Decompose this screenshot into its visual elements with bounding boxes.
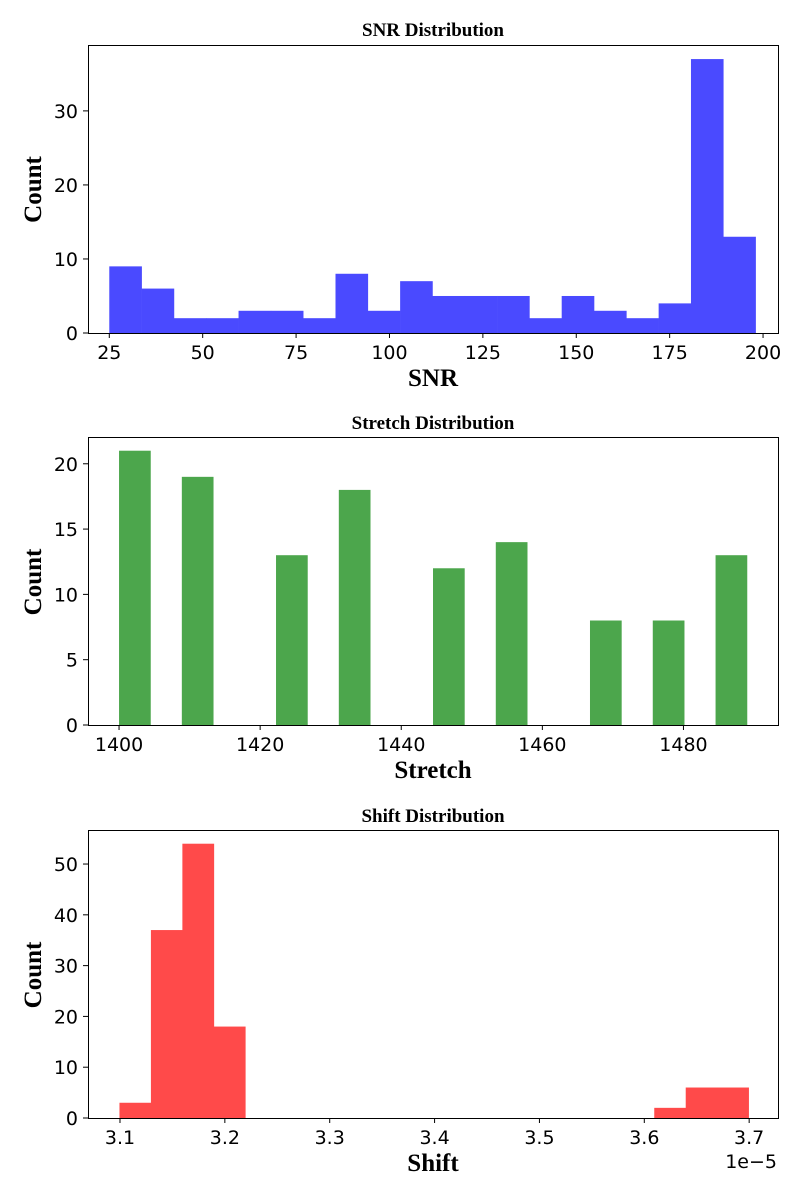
y-tick-label: 20 <box>54 1006 78 1028</box>
histogram-bar <box>594 310 627 333</box>
plot-frame <box>88 437 779 726</box>
x-tick-label: 1400 <box>95 734 143 756</box>
histogram-bar <box>119 1102 152 1118</box>
histogram-bar <box>723 236 756 333</box>
y-tick-label: 0 <box>66 323 78 345</box>
histogram-bar <box>652 620 685 725</box>
histogram-bar <box>238 310 272 333</box>
y-tick-label: 20 <box>54 454 78 476</box>
shift-histogram-panel: Shift Distribution 3.1 3.2 3.3 3.4 3.5 3.6 3.7… <box>20 806 779 1177</box>
histogram-bar <box>658 303 692 333</box>
y-tick-label: 10 <box>54 1057 78 1079</box>
x-tick-label: 3.1 <box>105 1127 135 1149</box>
histogram-bar <box>589 620 622 725</box>
y-tick-label: 30 <box>54 956 78 978</box>
y-tick-label: 40 <box>54 905 78 927</box>
histogram-bar <box>181 476 214 725</box>
y-tick-label: 20 <box>54 175 78 197</box>
plot-frame <box>88 45 779 334</box>
x-tick-label: 1420 <box>236 734 284 756</box>
x-tick-label: 125 <box>465 342 501 364</box>
y-tick-label: 10 <box>54 584 78 606</box>
histogram-bar <box>182 843 215 1118</box>
x-tick-label: 3.2 <box>210 1127 240 1149</box>
histogram-bar <box>206 318 239 333</box>
histogram-bar <box>150 930 183 1118</box>
y-tick-label: 30 <box>54 101 78 123</box>
x-tick-label: 1460 <box>518 734 566 756</box>
x-tick-label: 25 <box>97 342 121 364</box>
histogram-bar <box>400 281 433 333</box>
y-tick-label: 50 <box>54 854 78 876</box>
x-tick-label: 100 <box>371 342 407 364</box>
x-tick-label: 150 <box>558 342 594 364</box>
y-tick-label: 0 <box>66 1108 78 1130</box>
histogram-bar <box>464 295 498 333</box>
y-tick-label: 10 <box>54 249 78 271</box>
histogram-bar <box>626 318 659 333</box>
x-tick-label: 3.3 <box>315 1127 345 1149</box>
bars <box>119 450 748 725</box>
chart-title: Stretch Distribution <box>352 413 515 434</box>
histogram-bar <box>109 266 142 333</box>
chart-title: Shift Distribution <box>361 806 504 827</box>
x-tick-label: 3.5 <box>524 1127 554 1149</box>
x-tick-label: 75 <box>284 342 308 364</box>
x-axis-label: Stretch <box>394 757 471 784</box>
histogram-bar <box>213 1026 246 1118</box>
x-axis-label: SNR <box>408 365 459 392</box>
y-tick-label: 0 <box>66 715 78 737</box>
y-axis-label: Count <box>20 941 47 1008</box>
histogram-bar <box>141 288 175 333</box>
plot-frame <box>88 830 779 1119</box>
bars <box>109 59 756 333</box>
histogram-bar <box>276 555 308 725</box>
x-tick-label: 50 <box>191 342 215 364</box>
y-axis-label: Count <box>20 155 47 222</box>
histogram-bar <box>685 1087 718 1118</box>
histogram-bar <box>338 489 371 725</box>
histogram-bar <box>303 318 336 333</box>
histogram-bar <box>717 1087 749 1118</box>
y-tick-label: 15 <box>54 519 78 541</box>
x-axis-offset-label: 1e−5 <box>725 1151 777 1173</box>
histogram-bar <box>529 318 562 333</box>
x-tick-label: 3.4 <box>419 1127 449 1149</box>
tick-labels: 25 50 75 100 125 150 175 200 0 10 20 30 <box>54 101 781 364</box>
snr-histogram-panel: SNR Distribution 25 50 75 100 125 150 175 200 0 1… <box>20 20 781 392</box>
tick-labels: 3.1 3.2 3.3 3.4 3.5 3.6 3.7 0 10 20 30 40 50 <box>54 854 764 1149</box>
chart-title: SNR Distribution <box>362 20 504 41</box>
stretch-histogram-panel: Stretch Distribution 1400 1420 1440 1460 148… <box>20 413 779 784</box>
x-tick-label: 175 <box>652 342 688 364</box>
histogram-bar <box>561 295 595 333</box>
histogram-bar <box>690 59 724 333</box>
histogram-bar <box>119 450 151 725</box>
histogram-bar <box>715 555 748 725</box>
histogram-bar <box>367 310 401 333</box>
bars <box>119 843 749 1118</box>
y-axis-label: Count <box>20 548 47 615</box>
histogram-bar <box>335 273 369 333</box>
x-tick-label: 3.6 <box>629 1127 659 1149</box>
histogram-bar <box>497 295 530 333</box>
x-tick-label: 200 <box>745 342 781 364</box>
histogram-bar <box>495 542 528 725</box>
histogram-bar <box>654 1107 687 1118</box>
x-tick-label: 1480 <box>659 734 707 756</box>
x-tick-label: 1440 <box>377 734 425 756</box>
histogram-bar <box>270 310 304 333</box>
histogram-bar <box>433 568 465 725</box>
histogram-bar <box>173 318 207 333</box>
x-axis-label: Shift <box>407 1150 459 1177</box>
tick-labels: 1400 1420 1440 1460 1480 0 5 10 15 20 <box>54 454 708 756</box>
x-tick-label: 3.7 <box>734 1127 764 1149</box>
histogram-bar <box>432 295 466 333</box>
y-tick-label: 5 <box>66 650 78 672</box>
